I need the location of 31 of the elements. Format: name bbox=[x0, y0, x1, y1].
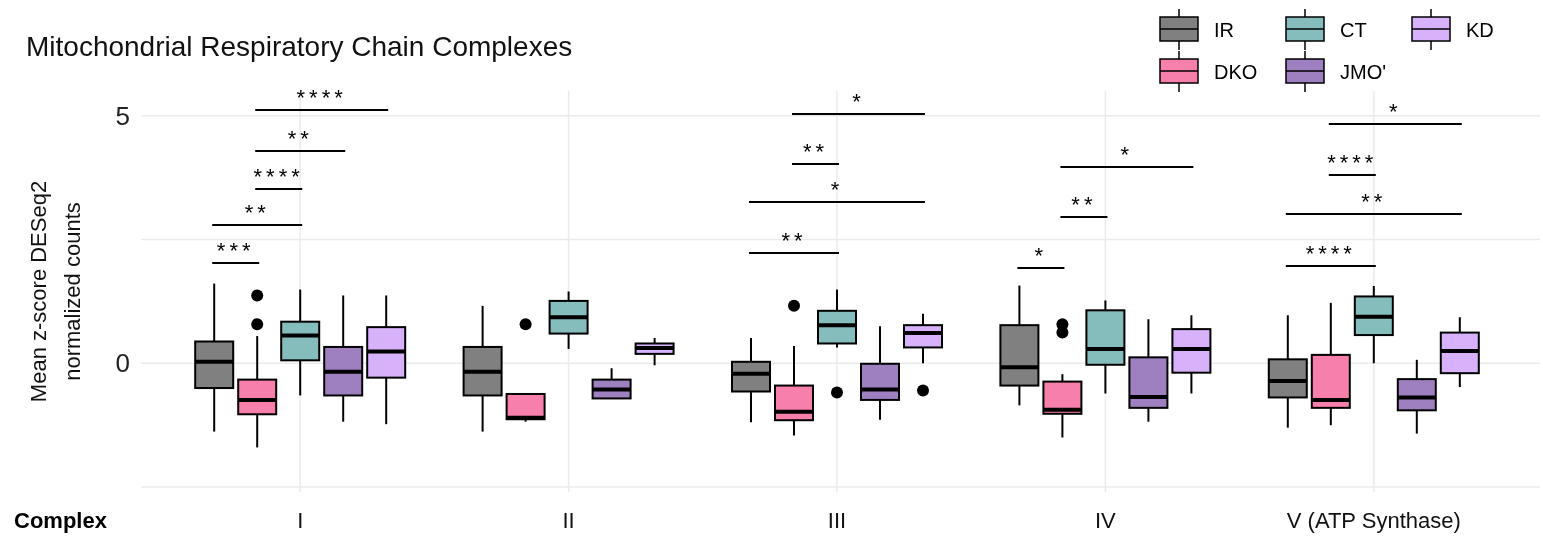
legend-label: KD bbox=[1466, 19, 1494, 41]
annotation: ** bbox=[1361, 189, 1387, 214]
legend-label: DKO bbox=[1214, 61, 1258, 83]
x-tick-label: IV bbox=[1095, 508, 1117, 533]
annotation: **** bbox=[1305, 241, 1356, 266]
annotation: **** bbox=[296, 85, 347, 110]
x-tick-label: V (ATP Synthase) bbox=[1286, 508, 1461, 533]
x-tick-label: III bbox=[827, 508, 847, 533]
x-tick-label: II bbox=[562, 508, 575, 533]
annotation: **** bbox=[253, 164, 304, 189]
annotation: **** bbox=[1327, 150, 1378, 175]
annotation: ** bbox=[781, 228, 807, 253]
x-axis-title: Complex bbox=[14, 508, 108, 533]
annotation: ** bbox=[1071, 192, 1097, 217]
legend-label: CT bbox=[1340, 19, 1367, 41]
x-tick-label: I bbox=[297, 508, 304, 533]
annotation: * bbox=[830, 177, 844, 202]
annotation: * bbox=[1034, 243, 1048, 268]
legend-label: IR bbox=[1214, 19, 1234, 41]
y-axis-title: Mean z-score DESeq2 normalized counts bbox=[26, 180, 85, 403]
annotation: ** bbox=[244, 200, 270, 225]
annotation: ** bbox=[802, 139, 829, 164]
y-tick-label: 0 bbox=[115, 348, 130, 379]
annotation: * bbox=[852, 89, 865, 114]
annotation: ** bbox=[287, 126, 313, 151]
legend-label: JMO' bbox=[1340, 61, 1387, 83]
y-tick-label: 5 bbox=[115, 100, 130, 131]
chart-title: Mitochondrial Respiratory Chain Complexes bbox=[26, 31, 573, 62]
annotation: *** bbox=[216, 238, 255, 263]
annotation: * bbox=[1120, 142, 1134, 167]
annotation: * bbox=[1389, 99, 1402, 124]
